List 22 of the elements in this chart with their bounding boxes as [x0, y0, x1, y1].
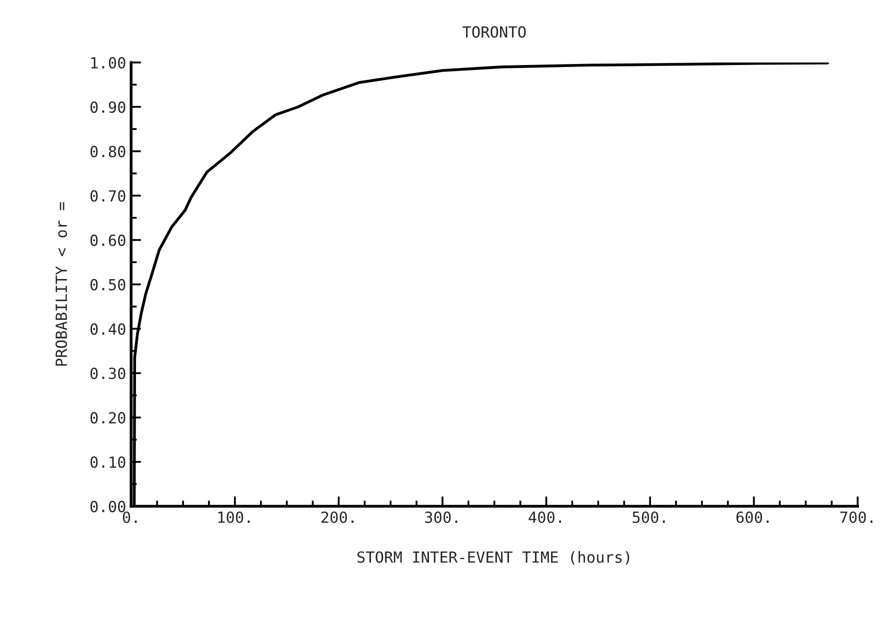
- chart-title: TORONTO: [462, 26, 526, 38]
- x-tick-label: 500.: [632, 511, 665, 524]
- y-axis-title: PROBABILITY < or =: [56, 202, 68, 366]
- y-tick-label: 0.30: [90, 368, 126, 380]
- y-tick-label: 1.00: [91, 57, 126, 69]
- x-tick-label: 100.: [218, 511, 250, 524]
- y-tick-label: 0.50: [90, 278, 126, 290]
- y-tick-label: 0.00: [90, 500, 126, 512]
- x-tick-label: 600.: [736, 511, 769, 524]
- x-tick-label: 300.: [425, 511, 458, 524]
- y-tick-label: 0.20: [90, 412, 126, 424]
- x-tick-label: 0.: [122, 511, 137, 524]
- y-tick-label: 0.60: [90, 234, 126, 246]
- x-axis-title: STORM INTER-EVENT TIME (hours): [357, 551, 630, 565]
- y-tick-label: 0.40: [90, 323, 126, 335]
- y-tick-label: 0.10: [90, 456, 126, 468]
- y-tick-label: 0.80: [90, 146, 126, 158]
- x-tick-label: 700.: [840, 511, 872, 524]
- x-tick-label: 200.: [321, 511, 354, 524]
- y-tick-label: 0.90: [90, 101, 126, 113]
- y-tick-label: 0.70: [90, 190, 126, 202]
- x-tick-label: 400.: [528, 511, 562, 524]
